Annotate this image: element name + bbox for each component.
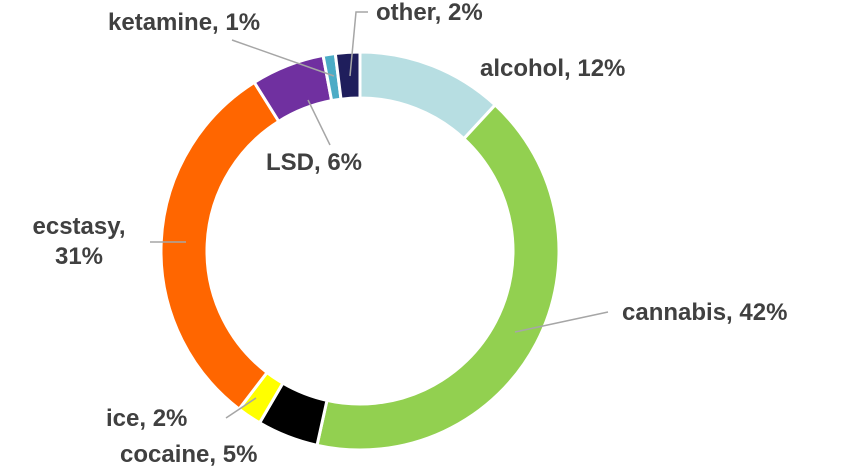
data-label: LSD, 6% bbox=[266, 149, 363, 176]
leader-line bbox=[349, 11, 368, 77]
slices bbox=[159, 50, 561, 452]
data-label: ketamine, 1% bbox=[108, 9, 261, 36]
leader-line bbox=[231, 39, 335, 77]
slice bbox=[315, 102, 561, 452]
data-label: alcohol, 12% bbox=[480, 55, 626, 82]
data-label: ice, 2% bbox=[106, 405, 188, 432]
data-label: ecstasy, 31% bbox=[32, 213, 126, 270]
data-label: cocaine, 5% bbox=[120, 441, 258, 468]
slice bbox=[333, 50, 362, 101]
leader-line bbox=[307, 99, 331, 146]
slice bbox=[159, 80, 281, 412]
leader-line bbox=[225, 397, 257, 419]
data-label: other, 2% bbox=[376, 0, 483, 26]
data-label: cannabis, 42% bbox=[622, 299, 788, 326]
leader-line bbox=[514, 311, 609, 333]
